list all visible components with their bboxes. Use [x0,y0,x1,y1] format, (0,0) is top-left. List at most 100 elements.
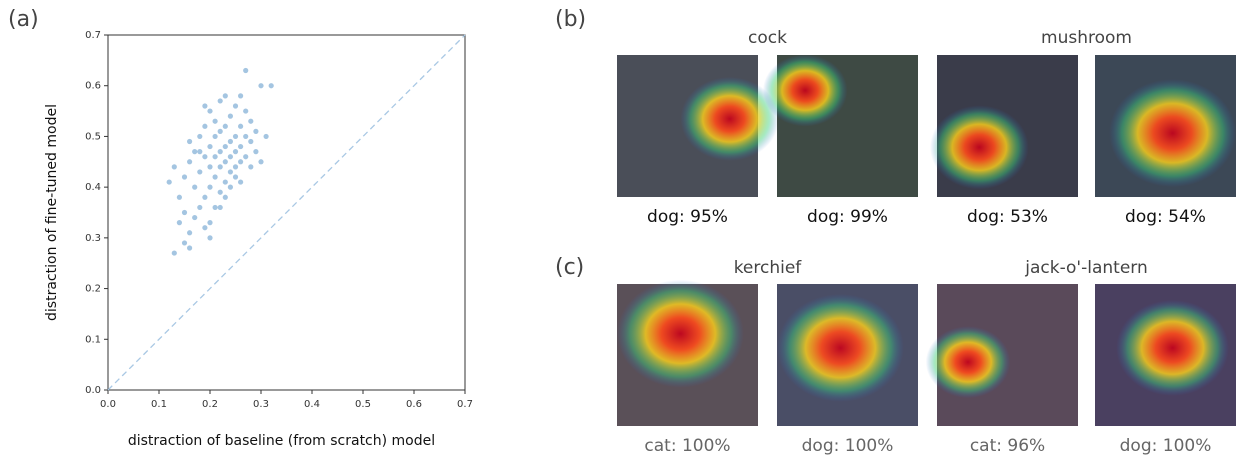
x-tick-label: 0.4 [304,399,320,410]
point [207,235,212,240]
point [202,225,207,230]
point [223,159,228,164]
point [228,139,233,144]
group-title: kerchief [734,258,803,278]
point [192,149,197,154]
heatmap-blob [1109,79,1236,187]
point [233,103,238,108]
point [207,144,212,149]
heatmap-blob [763,55,848,127]
point [253,129,258,134]
point [228,154,233,159]
point [264,134,269,139]
point [197,134,202,139]
point [238,93,243,98]
x-tick-label: 0.1 [151,399,167,410]
point [192,215,197,220]
point [233,149,238,154]
point [218,190,223,195]
point [213,205,218,210]
point [187,139,192,144]
point [177,220,182,225]
point [202,154,207,159]
point [238,144,243,149]
point [177,195,182,200]
point [197,169,202,174]
point [182,210,187,215]
point [258,83,263,88]
diagonal-reference [108,35,465,390]
point [218,164,223,169]
y-tick-label: 0.3 [85,233,101,244]
x-tick-label: 0.2 [202,399,218,410]
heatmap-blob [930,105,1029,189]
point [202,124,207,129]
panel-label: (b) [555,7,586,32]
group-title: jack-o'-lantern [1024,258,1148,278]
point [187,159,192,164]
point [233,174,238,179]
point [213,154,218,159]
point [248,164,253,169]
point [197,149,202,154]
point [233,134,238,139]
point [187,245,192,250]
point [172,164,177,169]
point [167,179,172,184]
point [243,154,248,159]
point [218,98,223,103]
group-title: mushroom [1041,28,1132,48]
x-tick-label: 0.7 [457,399,473,410]
point [197,205,202,210]
point [223,195,228,200]
heatmap-blob [926,326,1011,398]
image-caption: dog: 99% [807,207,888,227]
point [269,83,274,88]
point [238,124,243,129]
point [243,108,248,113]
x-tick-label: 0.6 [406,399,422,410]
point [187,230,192,235]
point [248,139,253,144]
point [238,159,243,164]
panel-label: (c) [555,255,584,280]
x-tick-label: 0.3 [253,399,269,410]
point [228,185,233,190]
point [207,164,212,169]
point [192,185,197,190]
point [228,169,233,174]
x-tick-label: 0.5 [355,399,371,410]
point [243,68,248,73]
point [228,114,233,119]
point [213,174,218,179]
image-caption: cat: 100% [644,436,730,455]
point [248,119,253,124]
point [223,93,228,98]
point [258,159,263,164]
image-caption: dog: 54% [1125,207,1206,227]
y-tick-label: 0.0 [85,385,101,396]
y-tick-label: 0.7 [85,30,101,41]
image-caption: dog: 100% [1120,436,1212,455]
point [182,240,187,245]
x-tick-label: 0.0 [100,399,116,410]
point [218,129,223,134]
point [223,144,228,149]
y-tick-label: 0.4 [85,182,101,193]
y-tick-label: 0.5 [85,131,101,142]
y-tick-label: 0.2 [85,284,101,295]
point [202,103,207,108]
heatmap-blob [777,294,904,402]
point [218,149,223,154]
image-caption: cat: 96% [970,436,1045,455]
point [182,174,187,179]
point [207,220,212,225]
point [213,134,218,139]
point [207,185,212,190]
point [207,108,212,113]
point [213,119,218,124]
image-caption: dog: 100% [802,436,894,455]
point [238,179,243,184]
panel-label: (a) [8,7,39,32]
point [218,205,223,210]
